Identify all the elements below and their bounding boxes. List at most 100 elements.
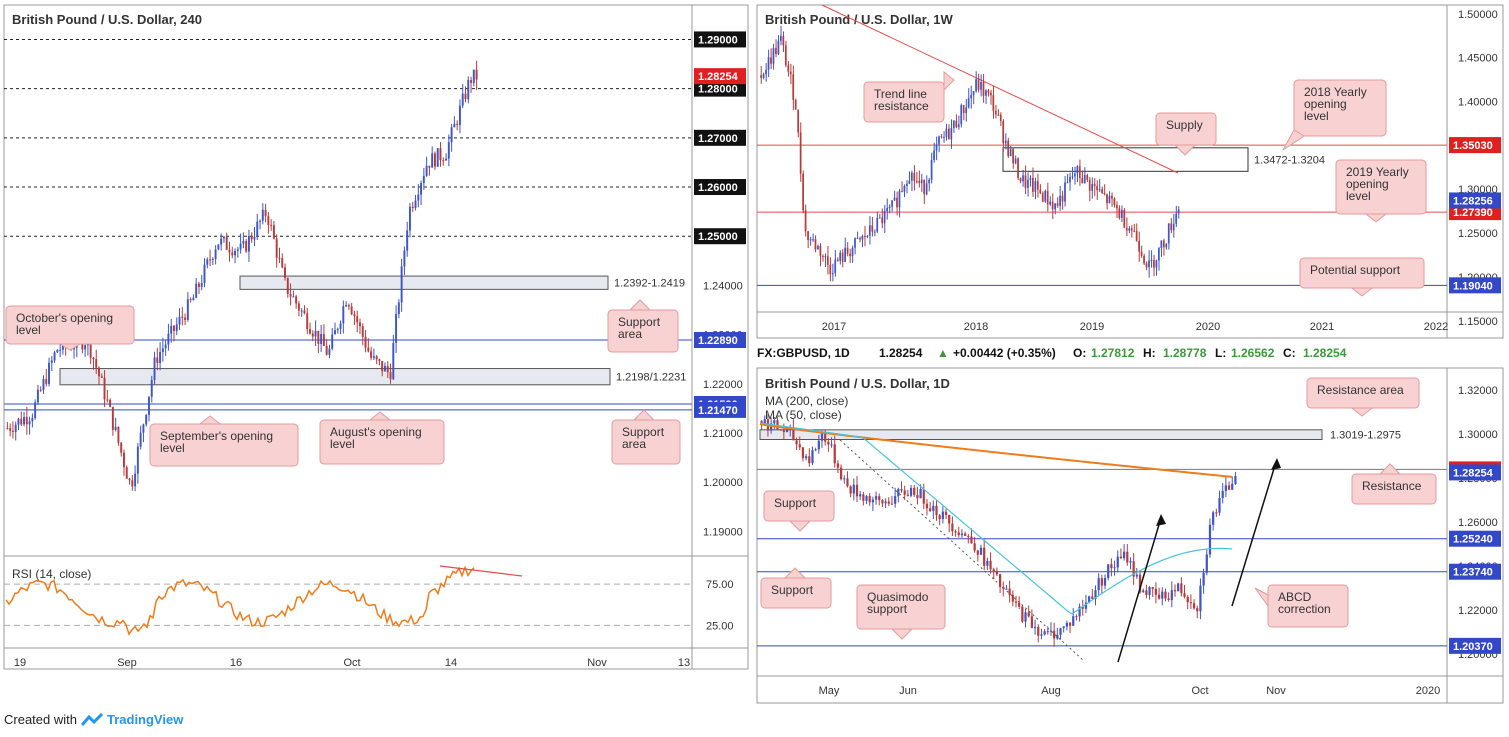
candle bbox=[855, 476, 859, 502]
candle-body bbox=[797, 109, 800, 133]
candle bbox=[59, 342, 62, 358]
candle bbox=[350, 302, 353, 316]
candle bbox=[289, 283, 292, 306]
level-badge-bg bbox=[694, 332, 746, 349]
candle bbox=[967, 533, 970, 544]
candle bbox=[1086, 173, 1089, 183]
candle-body bbox=[247, 236, 250, 252]
arrow-1 bbox=[1117, 517, 1162, 663]
candle bbox=[851, 245, 854, 263]
annotation-support-lower: Support bbox=[760, 567, 832, 609]
candle bbox=[846, 242, 849, 257]
candle bbox=[120, 441, 123, 457]
zone-label: 1.3472-1.3204 bbox=[1254, 155, 1325, 167]
candle-body bbox=[17, 418, 20, 425]
candle-body bbox=[178, 316, 181, 325]
candle-body bbox=[954, 531, 957, 533]
callout-text: Support bbox=[618, 315, 661, 329]
callout-pointer bbox=[1378, 463, 1402, 475]
candle-body bbox=[325, 345, 328, 355]
annotation-resistance-area: Resistance area bbox=[1306, 377, 1420, 417]
level-badge-bg bbox=[694, 129, 746, 146]
tradingview-logo-icon[interactable] bbox=[80, 712, 103, 727]
candle-body bbox=[773, 420, 776, 424]
candle-body bbox=[275, 238, 278, 258]
candle bbox=[317, 330, 320, 354]
candle bbox=[109, 398, 112, 408]
candle-body bbox=[295, 296, 298, 304]
candle bbox=[1161, 587, 1164, 606]
candle bbox=[928, 177, 930, 192]
candle-body bbox=[1151, 587, 1154, 589]
y-tick-label: 1.26000 bbox=[1458, 517, 1498, 529]
x-tick-label: May bbox=[819, 685, 840, 697]
candle bbox=[1154, 582, 1158, 604]
candles bbox=[6, 60, 478, 492]
candle-body bbox=[367, 347, 370, 352]
candle bbox=[868, 493, 871, 506]
candle bbox=[794, 98, 797, 110]
candle-body bbox=[411, 206, 414, 208]
candle-body bbox=[1051, 201, 1054, 210]
candle-body bbox=[156, 357, 159, 363]
candle bbox=[1100, 574, 1103, 595]
candle bbox=[1078, 159, 1081, 186]
candle bbox=[1155, 259, 1158, 276]
candle-body bbox=[1107, 564, 1110, 578]
candle-body bbox=[846, 478, 849, 487]
level-badge: 1.25240 bbox=[1453, 534, 1493, 546]
candle-body bbox=[1024, 175, 1027, 188]
rsi-tick-label: 25.00 bbox=[706, 620, 734, 632]
candle bbox=[898, 188, 901, 218]
rsi-tick-label: 75.00 bbox=[706, 579, 734, 591]
candle bbox=[844, 237, 846, 262]
last-price-badge: 1.28254 bbox=[1453, 467, 1494, 479]
candle bbox=[411, 201, 414, 213]
candle bbox=[839, 464, 843, 481]
candle-body bbox=[1116, 556, 1119, 568]
candle-body bbox=[864, 235, 866, 238]
footer-brand[interactable]: TradingView bbox=[106, 712, 184, 727]
candle bbox=[458, 99, 461, 134]
candle bbox=[1049, 622, 1053, 636]
candle bbox=[1189, 594, 1193, 609]
candle bbox=[1157, 587, 1161, 600]
candle-body bbox=[1018, 602, 1021, 607]
candle-body bbox=[920, 179, 923, 183]
candle bbox=[944, 507, 948, 519]
candle bbox=[1065, 620, 1068, 631]
candle bbox=[1167, 223, 1170, 250]
candle bbox=[854, 237, 856, 255]
candle-body bbox=[1076, 166, 1079, 174]
panel-1d: FX:GBPUSD, 1D 1.28254 ▲ +0.00442 (+0.35%) O:… bbox=[756, 346, 1504, 704]
candle bbox=[247, 229, 250, 262]
candle bbox=[1111, 192, 1113, 207]
candle-body bbox=[48, 362, 50, 384]
candle-body bbox=[336, 328, 339, 331]
candle bbox=[1083, 167, 1086, 184]
candle-body bbox=[960, 533, 964, 536]
candle bbox=[11, 421, 14, 439]
candle-body bbox=[322, 334, 325, 346]
candle-body bbox=[278, 257, 281, 259]
candle bbox=[103, 370, 106, 407]
arrow-2 bbox=[1231, 461, 1277, 607]
candle bbox=[1088, 176, 1091, 202]
candle bbox=[814, 235, 817, 253]
candle-body bbox=[922, 489, 925, 504]
callout-text: Support bbox=[771, 583, 814, 597]
candle bbox=[178, 308, 181, 330]
candle bbox=[1177, 582, 1180, 592]
candle bbox=[181, 307, 184, 326]
candle-body bbox=[1154, 588, 1158, 595]
candle bbox=[811, 446, 814, 466]
candle-body bbox=[284, 267, 286, 278]
candle-body bbox=[206, 259, 209, 265]
candle bbox=[819, 243, 822, 267]
candle bbox=[195, 278, 198, 299]
candle bbox=[930, 152, 933, 184]
candle-body bbox=[1119, 556, 1123, 559]
candle bbox=[370, 346, 373, 361]
candle bbox=[887, 497, 890, 507]
candle-body bbox=[1110, 564, 1113, 568]
